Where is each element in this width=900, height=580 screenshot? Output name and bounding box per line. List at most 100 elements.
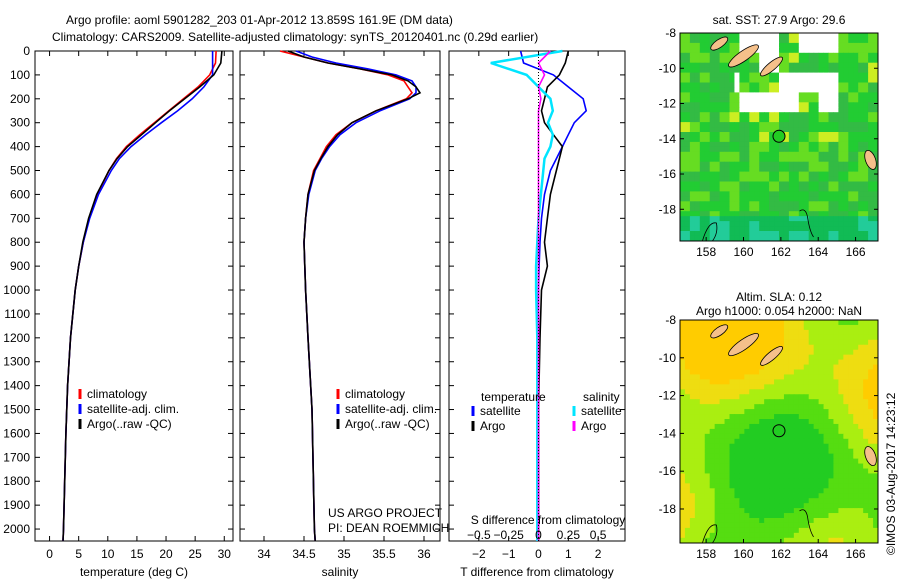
map-cell <box>833 473 839 479</box>
map-cell <box>739 537 745 543</box>
map-cell <box>749 419 755 425</box>
map-cell <box>680 161 686 168</box>
map-cell <box>828 468 834 474</box>
map-cell <box>803 226 810 232</box>
map-cell <box>724 334 730 341</box>
map-cell <box>788 409 795 415</box>
map-cell <box>813 354 820 361</box>
map-cell <box>680 117 686 123</box>
map-cell <box>764 146 770 153</box>
map-cell <box>813 438 820 445</box>
map-cell <box>783 181 790 187</box>
map-cell <box>694 82 701 88</box>
map-cell <box>699 384 706 390</box>
map-cell <box>843 339 849 346</box>
map-cell <box>694 77 701 83</box>
map-cell <box>873 166 879 173</box>
map-cell <box>764 77 770 83</box>
map-cell <box>868 221 874 227</box>
map-cell <box>714 112 721 118</box>
map-cell <box>680 77 686 83</box>
title-line-1: Argo profile: aoml 5901282_203 01-Apr-20… <box>66 13 453 27</box>
map-cell <box>680 216 686 222</box>
map-cell <box>853 42 859 49</box>
map-cell <box>719 498 726 504</box>
map-cell <box>754 67 760 74</box>
map-cell <box>709 537 716 543</box>
map-cell <box>798 399 805 405</box>
map-cell <box>694 364 701 370</box>
map-cell <box>754 433 760 440</box>
map-cell <box>754 186 760 192</box>
map-cell <box>689 537 696 543</box>
map-cell <box>714 141 721 148</box>
series-line-s-satellite <box>490 49 563 541</box>
map-cell <box>848 473 854 479</box>
map-cell <box>749 473 755 479</box>
map-cell <box>833 448 839 455</box>
map-cell <box>868 463 874 469</box>
map-cell <box>754 82 760 88</box>
map-cell <box>774 527 780 534</box>
map-cell <box>843 409 849 415</box>
map-cell <box>769 503 775 509</box>
map-cell <box>734 320 740 326</box>
map-cell <box>694 127 701 133</box>
map-cell <box>833 186 839 192</box>
map-cell <box>873 419 879 425</box>
map-cell <box>759 211 765 217</box>
map-cell <box>808 537 815 543</box>
map-cell <box>779 171 785 178</box>
map-cell <box>873 339 879 346</box>
map-cell <box>823 320 829 326</box>
map-cell <box>803 508 810 514</box>
map-cell <box>774 508 780 514</box>
map-cell <box>754 216 760 222</box>
map-cell <box>744 97 750 103</box>
map-cell <box>863 47 869 54</box>
y-tick-label: 1500 <box>3 403 30 417</box>
map-cell <box>739 176 745 182</box>
map-cell <box>769 428 775 435</box>
map-cell <box>734 77 740 83</box>
map-cell <box>704 339 711 346</box>
map-cell <box>843 87 849 93</box>
map-cell <box>853 117 859 123</box>
map-cell <box>818 191 825 197</box>
map-cell <box>803 33 810 39</box>
map-cell <box>873 117 879 123</box>
map-cell <box>769 384 775 390</box>
map-cell <box>744 419 750 425</box>
map-cell <box>863 483 869 489</box>
map-cell <box>788 226 795 232</box>
map-cell <box>858 42 864 49</box>
map-cell <box>788 146 795 153</box>
map-cell <box>833 532 839 539</box>
map-cell <box>848 97 854 103</box>
map-cell <box>739 226 745 232</box>
map-cell <box>684 57 691 64</box>
map-cell <box>749 107 755 113</box>
map-cell <box>764 453 770 460</box>
map-cell <box>754 419 760 425</box>
map-cell <box>838 468 844 474</box>
map-cell <box>828 399 834 405</box>
map-cell <box>699 369 706 375</box>
map-cell <box>873 196 879 202</box>
map-cell <box>868 196 874 202</box>
map-cell <box>734 107 740 113</box>
map-cell <box>779 498 785 504</box>
map-cell <box>719 493 726 499</box>
map-cell <box>838 176 844 182</box>
map-cell <box>793 52 800 59</box>
map-cell <box>729 107 735 113</box>
x-tick-label: −2 <box>472 547 486 561</box>
map-cell <box>848 127 854 133</box>
map-cell <box>793 354 800 361</box>
map-cell <box>709 448 716 455</box>
map-cell <box>759 221 765 227</box>
map-cell <box>680 419 686 425</box>
map-cell <box>858 522 864 529</box>
map-cell <box>843 62 849 69</box>
map-cell <box>769 379 775 385</box>
